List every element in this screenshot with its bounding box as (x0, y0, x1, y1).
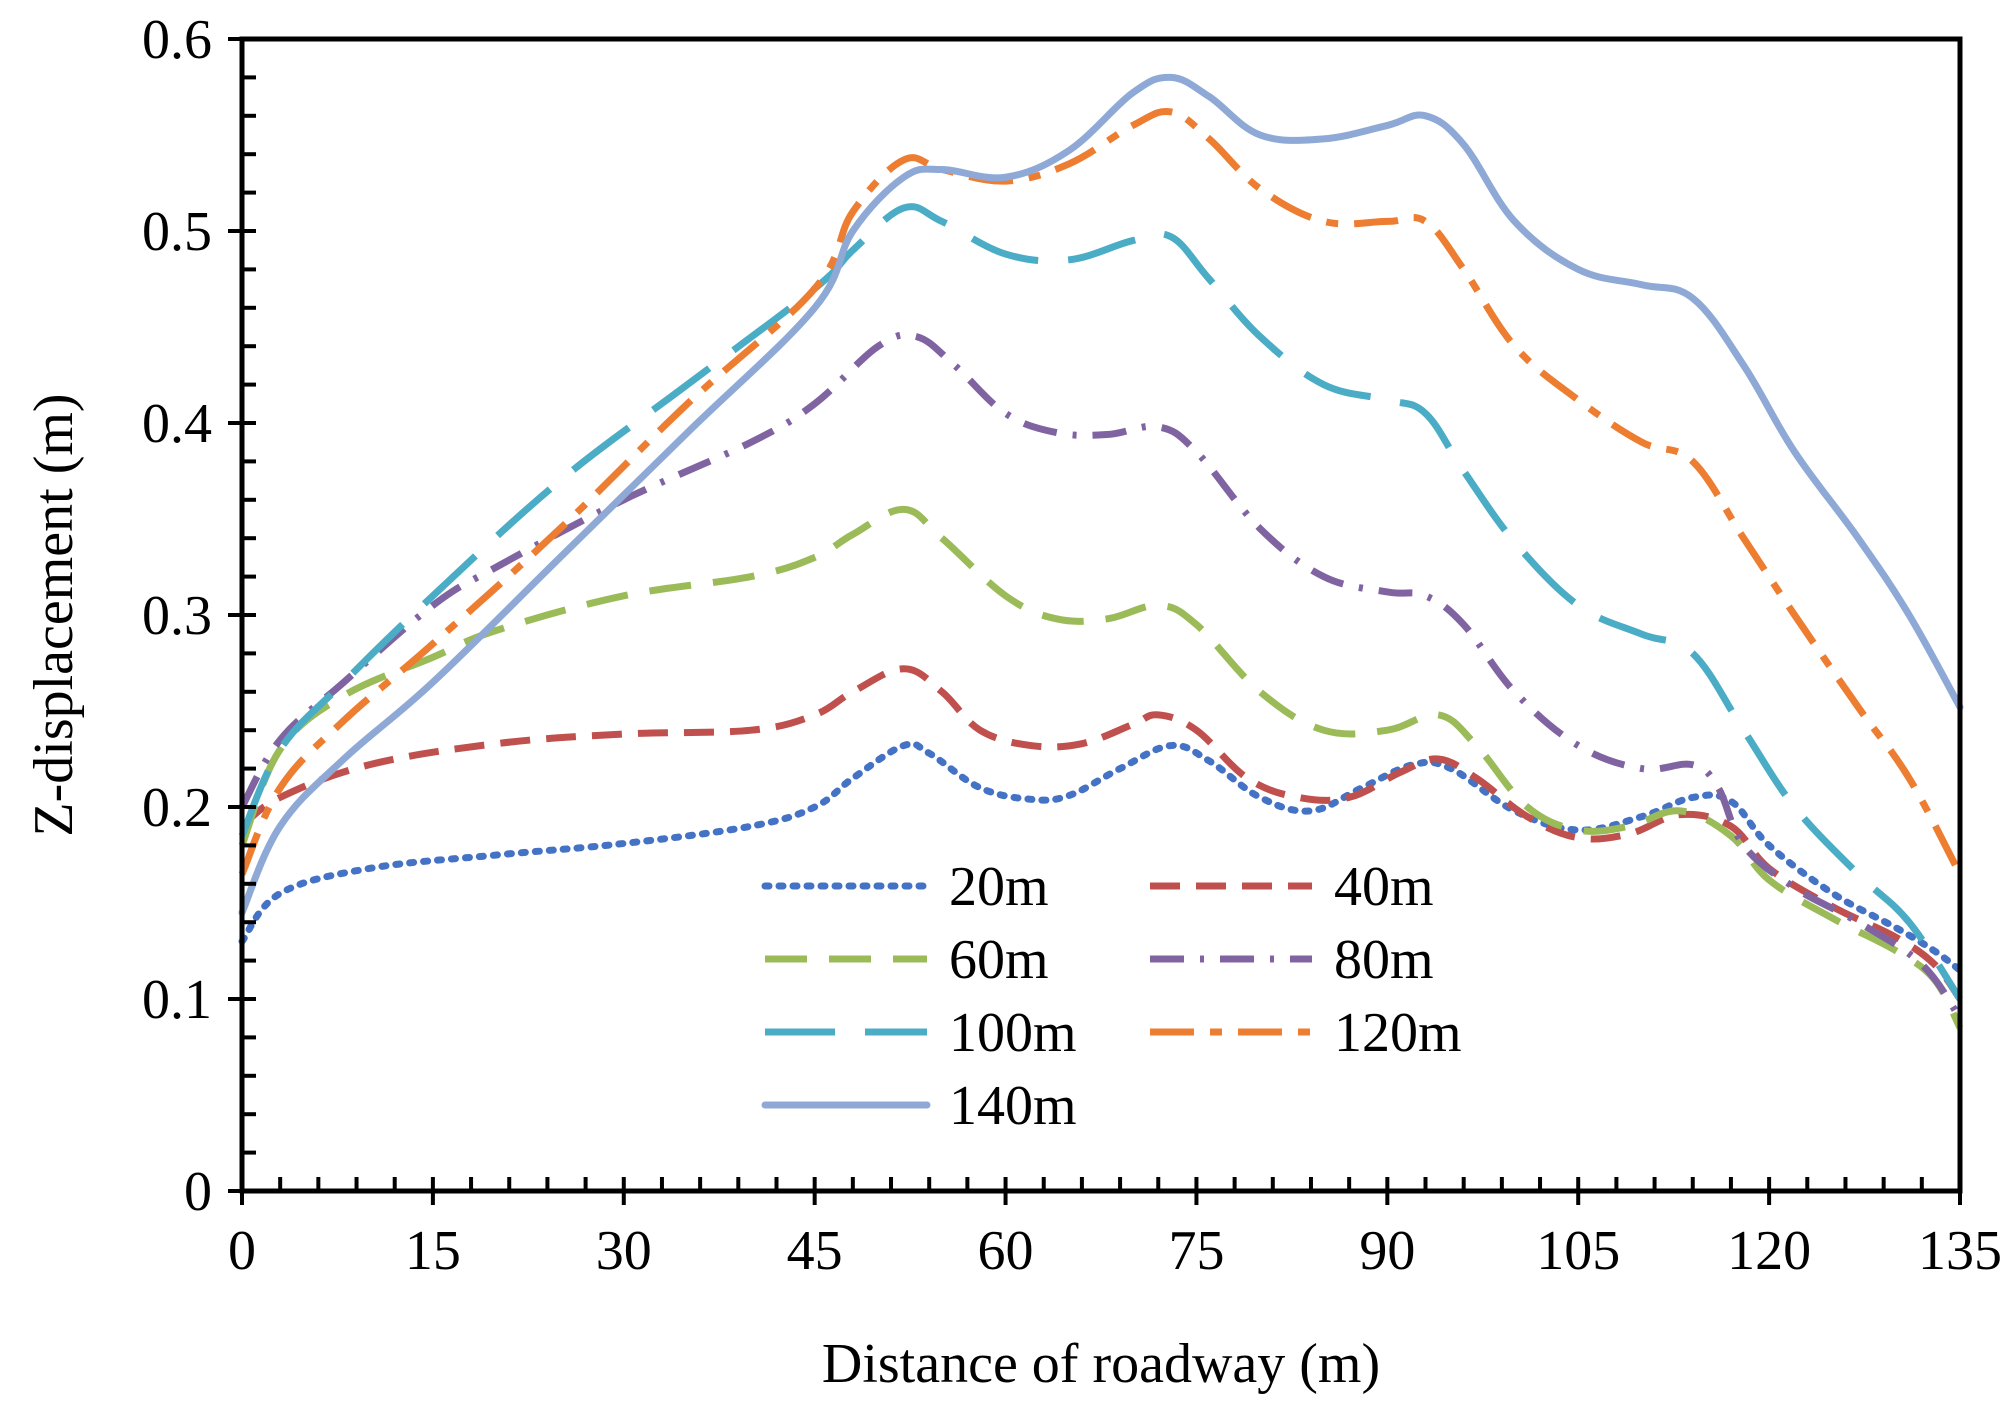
series-line-60m (238, 505, 1964, 1030)
legend-label: 60m (949, 929, 1049, 991)
series-line-140m (238, 73, 1964, 917)
y-tick-label: 0.4 (142, 393, 212, 455)
x-tick-label: 75 (1168, 1220, 1224, 1282)
y-tick-label: 0.6 (142, 9, 212, 71)
legend-label: 120m (1334, 1002, 1462, 1064)
legend-item-20m: 20m (761, 856, 1049, 918)
y-axis-title: Z-displacement (m) (23, 393, 85, 836)
series-line-20m (238, 740, 1964, 974)
x-tick-label: 0 (228, 1220, 256, 1282)
legend-item-100m: 100m (765, 1002, 1077, 1064)
series-line-40m (239, 665, 1963, 1002)
legend-item-120m: 120m (1150, 1002, 1462, 1064)
x-tick-label: 135 (1918, 1220, 2002, 1282)
legend-label: 140m (949, 1075, 1077, 1137)
x-axis-title: Distance of roadway (m) (822, 1333, 1380, 1395)
legend-label: 40m (1334, 856, 1434, 918)
x-tick-label: 15 (405, 1220, 461, 1282)
series-line-120m (238, 107, 1964, 876)
y-tick-label: 0.2 (142, 777, 212, 839)
x-tick-label: 120 (1727, 1220, 1811, 1282)
legend-item-140m: 140m (761, 1075, 1077, 1137)
x-tick-label: 45 (787, 1220, 843, 1282)
legend: 20m 40m 60m 80m 100m 120m 140m (761, 856, 1462, 1137)
legend-label: 20m (949, 856, 1049, 918)
series-line-80m (238, 331, 1963, 1021)
legend-item-60m: 60m (765, 929, 1049, 991)
legend-label: 80m (1334, 929, 1434, 991)
legend-label: 100m (949, 1002, 1077, 1064)
series-layer (238, 73, 1964, 1030)
series-line-100m (238, 203, 1963, 1001)
x-tick-label: 60 (978, 1220, 1034, 1282)
y-tick-label: 0.1 (142, 969, 212, 1031)
y-axis-tick-labels: 0 0.1 0.2 0.3 0.4 0.5 0.6 (142, 9, 212, 1223)
axis-ticks (228, 37, 1962, 1205)
x-tick-label: 105 (1536, 1220, 1620, 1282)
x-tick-label: 90 (1359, 1220, 1415, 1282)
y-tick-label: 0.5 (142, 201, 212, 263)
x-tick-label: 30 (596, 1220, 652, 1282)
x-axis-tick-labels: 0 15 30 45 60 75 90 105 120 135 (228, 1220, 2002, 1282)
legend-item-80m: 80m (1150, 929, 1434, 991)
y-tick-label: 0 (184, 1161, 212, 1223)
legend-item-40m: 40m (1150, 856, 1434, 918)
y-tick-label: 0.3 (142, 585, 212, 647)
